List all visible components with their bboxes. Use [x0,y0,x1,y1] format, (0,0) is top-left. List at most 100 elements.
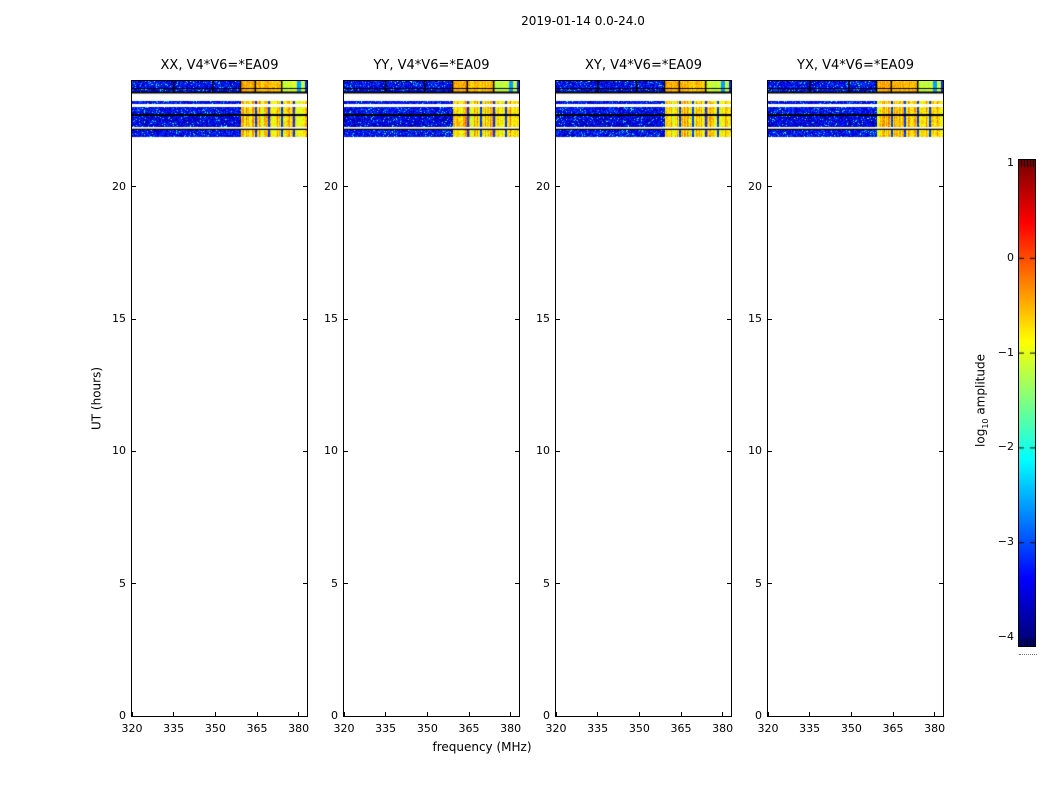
y-tick-label: 10 [748,444,762,458]
y-tick-label: 5 [119,576,126,590]
y-tick-label: 15 [536,312,550,326]
colorbar-tick-label: −3 [997,535,1014,549]
x-tick-mark [343,712,345,716]
x-tick-label: 335 [375,722,397,735]
panel-yy [343,80,520,717]
x-tick-mark [767,712,769,716]
y-tick-mark-left [556,318,560,320]
colorbar-label-sub: 10 [980,418,990,429]
x-tick-label: 335 [587,722,609,735]
spectrogram-canvas-xy [556,81,731,716]
y-tick-mark-right [727,186,731,188]
y-tick-label: 20 [748,179,762,193]
y-tick-label: 0 [755,709,762,722]
y-tick-mark-right [939,715,943,717]
x-tick-label: 350 [204,722,226,735]
y-tick-mark-left [344,318,348,320]
y-tick-mark-right [303,583,307,585]
y-tick-mark-left [768,318,772,320]
panel-title-xx: XX, V4*V6=*EA09 [160,58,279,73]
x-tick-label: 320 [545,722,567,735]
y-tick-mark-right [939,583,943,585]
x-tick-mark [809,712,811,716]
x-tick-mark [892,712,894,716]
y-tick-mark-right [939,450,943,452]
x-tick-mark [555,712,557,716]
y-tick-label: 10 [324,444,338,458]
x-tick-mark [680,712,682,716]
panel-xy [555,80,732,717]
y-tick-mark-right [727,318,731,320]
y-tick-mark-left [344,450,348,452]
y-tick-label: 20 [536,179,550,193]
x-tick-label: 380 [288,722,310,735]
x-tick-label: 350 [628,722,650,735]
x-tick-mark [298,712,300,716]
y-tick-mark-right [303,186,307,188]
y-tick-mark-right [515,583,519,585]
y-tick-label: 0 [543,709,550,722]
y-tick-mark-left [132,186,136,188]
x-tick-label: 350 [840,722,862,735]
panel-yx [767,80,944,717]
x-tick-mark [173,712,175,716]
y-tick-label: 15 [748,312,762,326]
x-tick-mark [214,712,216,716]
colorbar-tick-label: −2 [997,440,1014,454]
x-tick-mark [638,712,640,716]
y-tick-mark-right [515,715,519,717]
y-tick-label: 15 [324,312,338,326]
y-tick-mark-right [727,450,731,452]
colorbar-tick-label: 0 [1007,250,1014,264]
y-tick-label: 20 [112,179,126,193]
y-tick-mark-right [939,318,943,320]
y-tick-mark-right [727,715,731,717]
x-tick-label: 380 [924,722,946,735]
x-tick-mark [597,712,599,716]
y-tick-mark-left [344,186,348,188]
x-tick-mark [722,712,724,716]
y-tick-mark-left [768,583,772,585]
y-tick-label: 0 [119,709,126,722]
x-tick-mark [850,712,852,716]
y-tick-label: 5 [755,576,762,590]
y-tick-mark-left [768,450,772,452]
y-tick-label: 5 [543,576,550,590]
y-tick-mark-left [132,715,136,717]
x-tick-mark [426,712,428,716]
colorbar-label-amp: amplitude [973,354,988,419]
y-tick-mark-right [303,318,307,320]
figure-title: 2019-01-14 0.0-24.0 [521,14,645,28]
y-tick-label: 10 [112,444,126,458]
panel-title-xy: XY, V4*V6=*EA09 [585,58,702,73]
colorbar [1018,159,1036,647]
x-tick-label: 380 [500,722,522,735]
colorbar-tick-label: −4 [997,630,1014,643]
y-tick-mark-right [727,583,731,585]
y-tick-label: 10 [536,444,550,458]
spectrogram-canvas-yy [344,81,519,716]
x-tick-mark [468,712,470,716]
y-tick-mark-right [515,186,519,188]
x-tick-mark [131,712,133,716]
y-tick-mark-left [556,450,560,452]
x-tick-label: 320 [757,722,779,735]
y-tick-mark-left [344,583,348,585]
x-tick-label: 365 [670,722,692,735]
panel-title-yx: YX, V4*V6=*EA09 [797,58,914,73]
y-tick-mark-right [515,318,519,320]
y-tick-mark-left [132,450,136,452]
x-tick-mark [385,712,387,716]
x-tick-mark [510,712,512,716]
x-tick-label: 380 [712,722,734,735]
y-tick-mark-left [768,186,772,188]
x-tick-label: 335 [163,722,185,735]
y-tick-mark-left [556,715,560,717]
colorbar-tick-label: −1 [997,345,1014,359]
x-tick-label: 320 [121,722,143,735]
y-tick-mark-right [515,450,519,452]
colorbar-tick-label: 1 [1007,156,1014,169]
y-tick-mark-right [303,715,307,717]
colorbar-extend-dots [1019,654,1037,655]
spectrogram-canvas-xx [132,81,307,716]
